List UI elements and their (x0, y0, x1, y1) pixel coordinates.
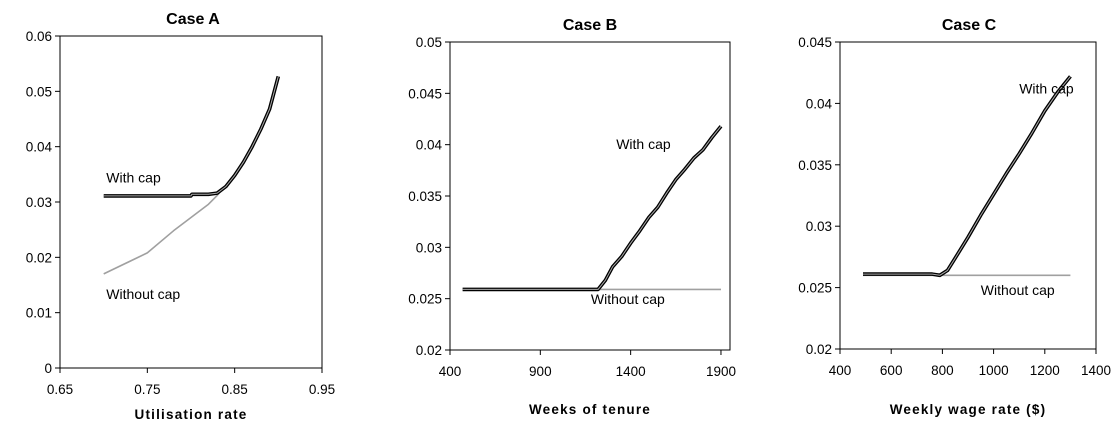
x-tick-label: 0.85 (222, 382, 248, 397)
y-tick-label: 0.04 (806, 96, 833, 111)
series-line-highlight (103, 76, 279, 197)
chart-title: Case B (563, 17, 617, 34)
x-tick-label: 1400 (1081, 363, 1111, 378)
plot-frame (59, 35, 323, 369)
x-axis-label: Weekly wage rate ($) (890, 402, 1047, 417)
x-axis-label: Utilisation rate (135, 407, 248, 422)
chart-panel-0: Case A 0 0.01 0.02 0.03 0.04 0.05 0.06 0.65 0.75 0… (26, 11, 335, 422)
series-annotation: Without cap (106, 286, 180, 302)
y-tick-label: 0.05 (416, 35, 442, 50)
x-tick-label: 0.65 (47, 382, 73, 397)
series-line-with-cap (462, 125, 723, 292)
y-tick-label: 0.01 (26, 306, 52, 321)
x-tick-label: 1000 (979, 363, 1009, 378)
chart-panel-2: Case C 0.02 0.025 0.03 0.035 0.04 0.045 400 600 8… (798, 17, 1111, 417)
y-tick-label: 0.02 (26, 250, 52, 265)
plot-frame (839, 41, 1097, 350)
y-tick-label: 0 (44, 361, 52, 376)
series-line-highlight (863, 76, 1071, 276)
y-tick-label: 0.035 (408, 189, 442, 204)
series-annotation: Without cap (981, 282, 1055, 298)
x-tick-label: 800 (931, 363, 954, 378)
y-tick-label: 0.035 (798, 158, 832, 173)
chart-panel-1: Case B 0.02 0.025 0.03 0.035 0.04 0.045 0.05 400… (408, 17, 736, 417)
series-line-with-cap (863, 75, 1072, 278)
y-tick-label: 0.045 (408, 86, 442, 101)
chart-title: Case C (942, 17, 997, 34)
x-tick-label: 400 (439, 364, 462, 379)
y-tick-label: 0.04 (416, 138, 443, 153)
series-annotation: With cap (1019, 81, 1074, 97)
x-tick-label: 1400 (616, 364, 646, 379)
y-tick-label: 0.025 (408, 292, 442, 307)
y-tick-label: 0.03 (26, 195, 52, 210)
x-tick-label: 0.95 (309, 382, 335, 397)
x-tick-label: 1900 (706, 364, 736, 379)
y-tick-label: 0.02 (806, 342, 832, 357)
y-tick-label: 0.04 (26, 140, 53, 155)
y-tick-label: 0.02 (416, 343, 442, 358)
series-line-highlight (462, 125, 722, 290)
series-annotation: With cap (106, 170, 161, 186)
x-tick-label: 0.75 (134, 382, 160, 397)
x-tick-label: 900 (529, 364, 552, 379)
y-tick-label: 0.03 (416, 240, 442, 255)
y-tick-label: 0.025 (798, 281, 832, 296)
y-tick-label: 0.06 (26, 29, 52, 44)
y-tick-label: 0.045 (798, 35, 832, 50)
y-tick-label: 0.05 (26, 84, 52, 99)
x-tick-label: 400 (829, 363, 852, 378)
y-tick-label: 0.03 (806, 219, 832, 234)
chart-title: Case A (166, 11, 220, 28)
x-tick-label: 600 (880, 363, 903, 378)
series-annotation: With cap (616, 136, 671, 152)
series-annotation: Without cap (591, 291, 665, 307)
x-tick-label: 1200 (1030, 363, 1060, 378)
x-axis-label: Weeks of tenure (529, 402, 651, 417)
